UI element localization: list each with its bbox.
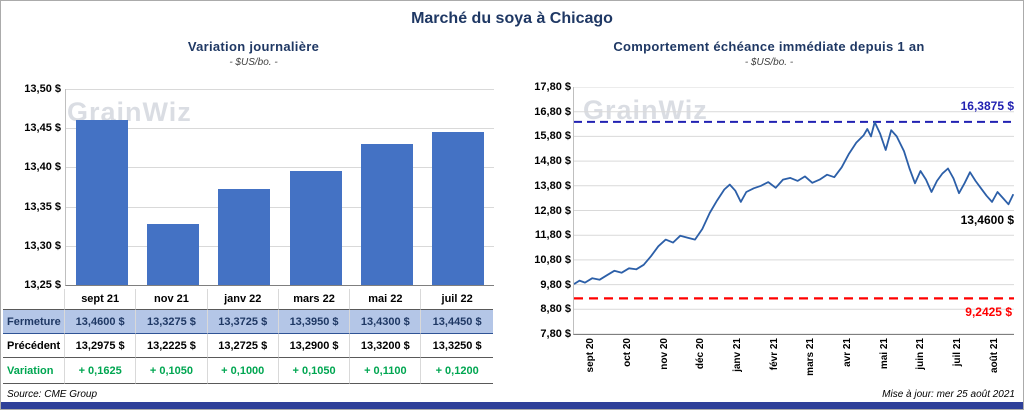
row-label: Fermeture xyxy=(3,310,65,334)
gridline xyxy=(66,167,494,169)
column-header: sept 21 xyxy=(65,289,137,310)
gridline xyxy=(66,206,494,208)
y-tick-label: 11,80 $ xyxy=(534,229,571,242)
bar-slot xyxy=(137,89,208,285)
gridline xyxy=(66,89,494,90)
left-y-axis: 13,50 $ 13,45 $ 13,40 $ 13,35 $ 13,30 $ 13,25… xyxy=(5,83,61,291)
table-cell: 13,3725 $ xyxy=(207,310,279,334)
table-cell: + 0,1200 xyxy=(421,358,493,384)
y-tick-label: 10,80 $ xyxy=(534,253,571,266)
table-cell: + 0,1050 xyxy=(136,358,208,384)
y-tick-label: 15,80 $ xyxy=(534,130,571,143)
right-y-axis: 17,80 $ 16,80 $ 15,80 $ 14,80 $ 13,80 $ 12,80… xyxy=(519,81,571,340)
column-header: mars 22 xyxy=(278,289,351,310)
bar-slot xyxy=(423,89,494,285)
column-header: juil 22 xyxy=(421,289,493,310)
table-cell: 13,4300 $ xyxy=(350,310,422,334)
max-line-label: 16,3875 $ xyxy=(960,99,1014,113)
fermeture-bar xyxy=(75,120,128,285)
accent-bar xyxy=(1,402,1023,409)
table-cell: 13,3200 $ xyxy=(350,334,422,358)
bar-series xyxy=(66,89,494,285)
table-cell: + 0,1000 xyxy=(207,358,279,384)
bar-slot xyxy=(280,89,351,285)
y-tick-label: 8,80 $ xyxy=(540,303,571,316)
price-line xyxy=(574,121,1014,285)
page-title: Marché du soya à Chicago xyxy=(411,10,613,27)
daily-bar-plot xyxy=(65,89,494,286)
y-tick-label: 16,80 $ xyxy=(534,105,571,118)
footer: Source: CME Group Mise à jour: mer 25 ao… xyxy=(1,386,1023,402)
fermeture-bar xyxy=(360,144,413,285)
table-cell: + 0,1100 xyxy=(350,358,422,384)
gridline xyxy=(66,128,494,130)
price-table: sept 21 nov 21 janv 22 mars 22 mai 22 juil 22… xyxy=(3,289,493,384)
right-chart-title: Comportement échéance immédiate depuis 1… xyxy=(613,39,925,54)
y-tick-label: 13,80 $ xyxy=(534,179,571,192)
table-cell: 13,2225 $ xyxy=(136,334,208,358)
row-label: Précédent xyxy=(3,334,65,358)
y-tick-label: 13,40 $ xyxy=(24,161,61,174)
y-tick-label: 13,30 $ xyxy=(24,239,61,252)
left-chart-subtitle: - $US/bo. - xyxy=(229,57,278,68)
column-header: janv 22 xyxy=(207,289,279,310)
y-tick-label: 13,50 $ xyxy=(24,83,61,95)
fermeture-bar xyxy=(146,224,199,285)
y-tick-label: 9,80 $ xyxy=(540,278,571,291)
trend-line-svg xyxy=(574,87,1014,334)
y-tick-label: 12,80 $ xyxy=(534,204,571,217)
grainwiz-watermark: GrainWiz xyxy=(583,95,708,125)
left-chart-title: Variation journalière xyxy=(187,39,320,54)
table-cell: 13,2900 $ xyxy=(278,334,351,358)
table-cell: + 0,1625 xyxy=(65,358,137,384)
row-label: Variation xyxy=(3,358,65,384)
table-cell: 13,2975 $ xyxy=(65,334,137,358)
table-cell: 13,4600 $ xyxy=(65,310,137,334)
update-note: Mise à jour: mer 25 août 2021 xyxy=(882,389,1015,400)
table-cell: 13,3275 $ xyxy=(136,310,208,334)
bar-slot xyxy=(209,89,280,285)
right-chart-subtitle: - $US/bo. - xyxy=(744,57,794,68)
table-cell: 13,2725 $ xyxy=(207,334,279,358)
table-corner xyxy=(3,289,65,310)
y-tick-label: 14,80 $ xyxy=(534,155,571,168)
column-header: nov 21 xyxy=(136,289,208,310)
column-header: mai 22 xyxy=(350,289,422,310)
trend-line-plot: 16,3875 $ 13,4600 $ 9,2425 $ xyxy=(573,87,1014,335)
y-tick-label: 17,80 $ xyxy=(534,81,571,93)
min-line-label: 9,2425 $ xyxy=(965,305,1012,319)
bar-slot xyxy=(66,89,137,285)
y-tick-label: 13,25 $ xyxy=(24,279,61,291)
fermeture-bar xyxy=(218,189,271,285)
daily-variation-panel: Variation journalière - $US/bo. - GrainW… xyxy=(1,31,506,396)
y-tick-label: 7,80 $ xyxy=(540,328,571,340)
gridline xyxy=(66,245,494,247)
y-tick-label: 13,35 $ xyxy=(24,200,61,213)
bar-slot xyxy=(351,89,422,285)
fermeture-bar xyxy=(289,171,342,285)
table-cell: 13,3250 $ xyxy=(421,334,493,358)
table-cell: + 0,1050 xyxy=(278,358,351,384)
y-tick-label: 13,45 $ xyxy=(24,122,61,135)
year-trend-panel: Comportement échéance immédiate depuis 1… xyxy=(513,31,1023,396)
table-cell: 13,3950 $ xyxy=(278,310,351,334)
last-price-label: 13,4600 $ xyxy=(960,213,1014,227)
fermeture-bar xyxy=(432,132,485,285)
table-cell: 13,4450 $ xyxy=(421,310,493,334)
source-note: Source: CME Group xyxy=(7,389,98,400)
